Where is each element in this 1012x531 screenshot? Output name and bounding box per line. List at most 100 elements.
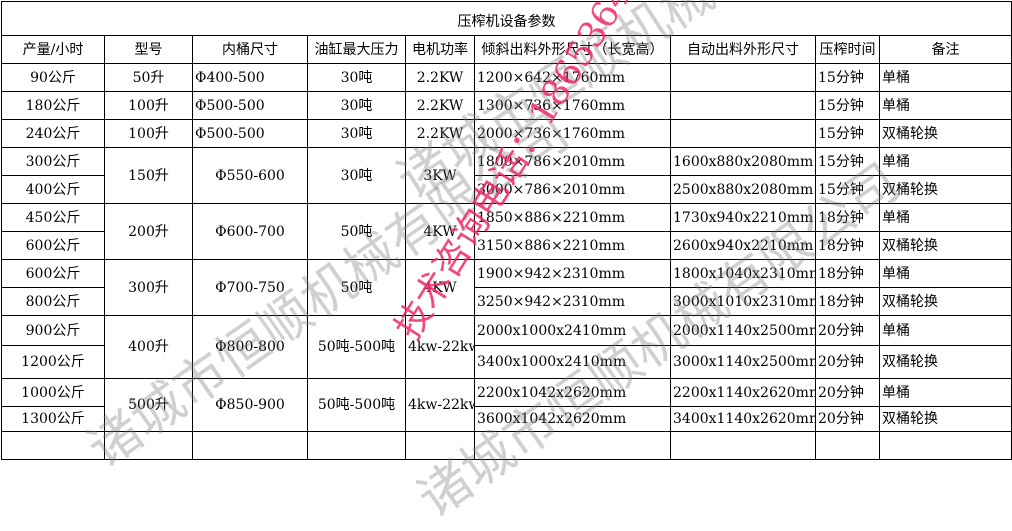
table-row: 400公斤 3000×786×2010mm 2500x880x2080mm 15分钟双… <box>1 175 1012 204</box>
cell-remarks: 单桶 <box>878 378 1012 407</box>
cell-press-time: 18分钟 <box>815 203 880 232</box>
cell-press-time: 15分钟 <box>815 91 880 120</box>
cell-remarks: 单桶 <box>878 63 1012 92</box>
empty-cell <box>815 431 880 460</box>
cell-barrel-size: Φ500-500 <box>192 91 308 120</box>
cell-tilt-dimensions: 3250×942×2310mm <box>474 287 671 316</box>
cell-tilt-dimensions: 1800×786×2010mm <box>474 147 671 176</box>
cell-remarks: 单桶 <box>878 203 1012 232</box>
cell-max-pressure: 30吨 <box>307 63 406 92</box>
empty-cell <box>104 431 193 460</box>
cell-remarks: 双桶轮换 <box>878 406 1012 432</box>
cell-press-time: 15分钟 <box>815 175 880 204</box>
empty-cell <box>405 431 475 460</box>
cell-barrel-size: Φ550-600 <box>192 147 308 204</box>
cell-output: 90公斤 <box>1 63 105 92</box>
cell-model: 150升 <box>104 147 193 204</box>
header-remarks: 备注 <box>878 35 1012 64</box>
cell-output: 240公斤 <box>1 119 105 148</box>
cell-press-time: 20分钟 <box>815 378 880 407</box>
table-row: 800公斤 3250×942×2310mm 3000x1010x2310mm 18分钟… <box>1 287 1012 316</box>
cell-motor-power: 2.2KW <box>405 91 475 120</box>
cell-model: 400升 <box>104 315 193 379</box>
cell-auto-dimensions <box>670 91 816 120</box>
cell-press-time: 20分钟 <box>815 406 880 432</box>
cell-barrel-size: Φ500-500 <box>192 119 308 148</box>
cell-output: 900公斤 <box>1 315 105 346</box>
cell-tilt-dimensions: 3000×786×2010mm <box>474 175 671 204</box>
cell-output: 400公斤 <box>1 175 105 204</box>
cell-auto-dimensions: 2200x1140x2620mm <box>670 378 816 407</box>
cell-motor-power: 4KW <box>405 259 475 316</box>
cell-output: 450公斤 <box>1 203 105 232</box>
cell-model: 500升 <box>104 378 193 432</box>
header-auto-dimensions: 自动出料外形尺寸 <box>670 35 816 64</box>
cell-auto-dimensions <box>670 119 816 148</box>
cell-auto-dimensions: 3000x1140x2500mm <box>670 345 816 379</box>
cell-remarks: 单桶 <box>878 259 1012 288</box>
cell-auto-dimensions: 2600x940x2210mm <box>670 231 816 260</box>
cell-remarks: 双桶轮换 <box>878 175 1012 204</box>
cell-remarks: 双桶轮换 <box>878 345 1012 379</box>
cell-tilt-dimensions: 1850×886×2210mm <box>474 203 671 232</box>
cell-max-pressure: 50吨-500吨 <box>307 315 406 379</box>
table-row: 90公斤 50升 Φ400-500 30吨 2.2KW 1200×642×1760mm 15… <box>1 63 1012 92</box>
cell-tilt-dimensions: 1900×942×2310mm <box>474 259 671 288</box>
table-title: 压榨机设备参数 <box>0 1 1012 36</box>
cell-remarks: 单桶 <box>878 315 1012 346</box>
empty-cell <box>878 431 1012 460</box>
cell-motor-power: 2.2KW <box>405 63 475 92</box>
header-barrel-size: 内桶尺寸 <box>192 35 308 64</box>
cell-remarks: 双桶轮换 <box>878 287 1012 316</box>
cell-remarks: 双桶轮换 <box>878 231 1012 260</box>
table-row: 450公斤 200升 Φ600-700 50吨 4KW 1850×886×2210mm 17… <box>1 203 1012 260</box>
table-row: 600公斤 3150×886×2210mm 2600x940x2210mm 18分钟双… <box>1 231 1012 260</box>
cell-output: 1200公斤 <box>1 345 105 379</box>
empty-row <box>1 431 1012 460</box>
header-model: 型号 <box>104 35 193 64</box>
cell-remarks: 双桶轮换 <box>878 119 1012 148</box>
empty-cell <box>474 431 671 460</box>
cell-max-pressure: 30吨 <box>307 147 406 204</box>
equipment-parameters-table: 压榨机设备参数 产量/小时 型号 内桶尺寸 油缸最大压力 电机功率 倾斜出料外形尺寸（长宽… <box>0 1 1012 460</box>
header-motor-power: 电机功率 <box>405 35 475 64</box>
cell-auto-dimensions: 2000x1140x2500mm <box>670 315 816 346</box>
cell-motor-power: 2.2KW <box>405 119 475 148</box>
cell-press-time: 20分钟 <box>815 315 880 346</box>
cell-model: 100升 <box>104 119 193 148</box>
empty-cell <box>307 431 406 460</box>
cell-motor-power: 4kw-22kw <box>405 378 475 432</box>
table-row: 180公斤 100升 Φ500-500 30吨 2.2KW 1300×736×1760mm… <box>1 91 1012 120</box>
cell-tilt-dimensions: 3400x1000x2410mm <box>474 345 671 379</box>
empty-cell <box>192 431 308 460</box>
cell-auto-dimensions: 1730x940x2210mm <box>670 203 816 232</box>
table-row: 1200公斤 3400x1000x2410mm 3000x1140x2500mm 20… <box>1 345 1012 379</box>
cell-max-pressure: 50吨 <box>307 203 406 260</box>
cell-barrel-size: Φ700-750 <box>192 259 308 316</box>
cell-motor-power: 4KW <box>405 203 475 260</box>
cell-barrel-size: Φ850-900 <box>192 378 308 432</box>
table-row: 1000公斤 500升 Φ850-900 50吨-500吨 4kw-22kw 2200x1… <box>1 378 1012 432</box>
cell-tilt-dimensions: 3150×886×2210mm <box>474 231 671 260</box>
cell-tilt-dimensions: 1200×642×1760mm <box>474 63 671 92</box>
cell-motor-power: 4kw-22kw <box>405 315 475 379</box>
table-row: 1300公斤 3600x1042x2620mm 3400x1140x2620mm 20… <box>1 406 1012 432</box>
cell-press-time: 15分钟 <box>815 119 880 148</box>
cell-output: 600公斤 <box>1 259 105 288</box>
cell-motor-power: 3KW <box>405 147 475 204</box>
cell-auto-dimensions: 1800x1040x2310mm <box>670 259 816 288</box>
cell-auto-dimensions <box>670 63 816 92</box>
cell-remarks: 单桶 <box>878 91 1012 120</box>
cell-press-time: 18分钟 <box>815 231 880 260</box>
cell-output: 1000公斤 <box>1 378 105 407</box>
cell-barrel-size: Φ800-800 <box>192 315 308 379</box>
cell-max-pressure: 50吨 <box>307 259 406 316</box>
header-tilt-dimensions: 倾斜出料外形尺寸（长宽高） <box>474 35 671 64</box>
cell-tilt-dimensions: 3600x1042x2620mm <box>474 406 671 432</box>
cell-tilt-dimensions: 2000×736×1760mm <box>474 119 671 148</box>
cell-tilt-dimensions: 2200x1042x2620mm <box>474 378 671 407</box>
cell-auto-dimensions: 3000x1010x2310mm <box>670 287 816 316</box>
cell-model: 100升 <box>104 91 193 120</box>
cell-output: 800公斤 <box>1 287 105 316</box>
header-press-time: 压榨时间 <box>815 35 880 64</box>
